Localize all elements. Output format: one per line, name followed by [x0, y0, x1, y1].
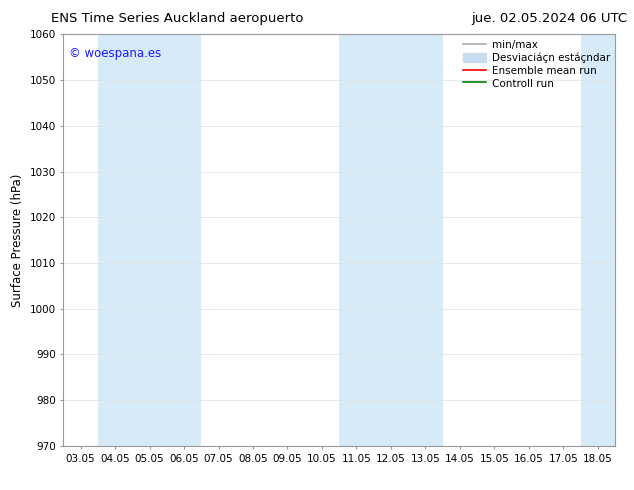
- Text: © woespana.es: © woespana.es: [69, 47, 161, 60]
- Text: ENS Time Series Auckland aeropuerto: ENS Time Series Auckland aeropuerto: [51, 12, 303, 25]
- Text: jue. 02.05.2024 06 UTC: jue. 02.05.2024 06 UTC: [472, 12, 628, 25]
- Y-axis label: Surface Pressure (hPa): Surface Pressure (hPa): [11, 173, 24, 307]
- Bar: [339, 34, 443, 446]
- Bar: [581, 34, 632, 446]
- Legend: min/max, Desviaciáçn estáçndar, Ensemble mean run, Controll run: min/max, Desviaciáçn estáçndar, Ensemble…: [462, 37, 612, 91]
- Bar: [98, 34, 202, 446]
